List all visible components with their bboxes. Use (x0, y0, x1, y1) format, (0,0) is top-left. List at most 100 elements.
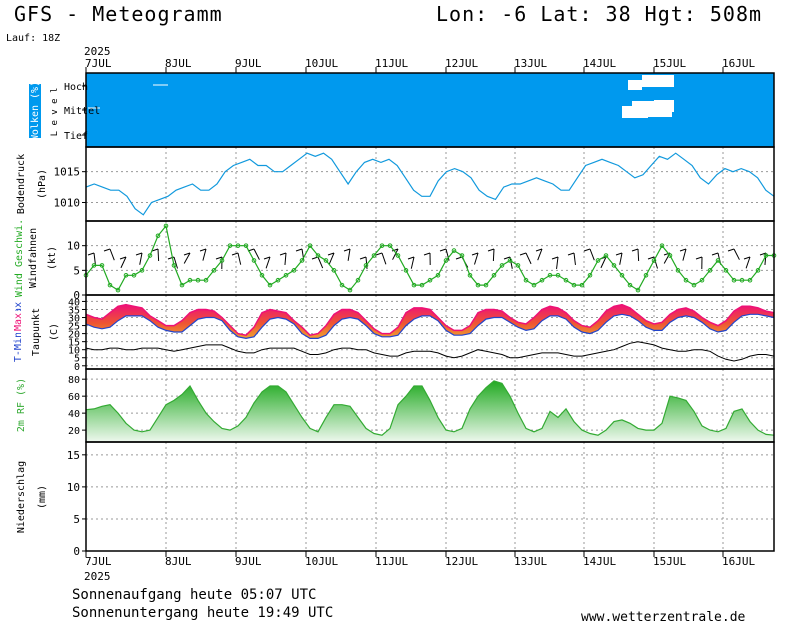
wind-speed-point (427, 277, 433, 283)
pressure-line (85, 152, 775, 216)
wind-barb-flag (103, 248, 111, 252)
wind-barb-flag (135, 252, 143, 256)
wind-speed-point (723, 268, 729, 273)
y-tick-label: 25 (68, 322, 80, 333)
wind-speed-point (563, 277, 569, 283)
day-label-bottom: 10JUL (305, 555, 338, 568)
wind-barb (474, 252, 479, 265)
day-label-top: 16JUL (722, 57, 755, 70)
day-label-bottom: 13JUL (514, 555, 547, 568)
wind-speed-point (179, 282, 185, 288)
wind-barb (265, 256, 271, 269)
wind-speed-point (523, 277, 529, 283)
wind-speed-point (379, 243, 385, 248)
wind-speed-point (219, 258, 225, 263)
wind-speed-point (395, 253, 401, 258)
day-label-top: 9JUL (235, 57, 262, 70)
wind-speed-point (147, 253, 153, 258)
wind-barb-flag (151, 248, 159, 252)
wind-speed-point (531, 282, 537, 288)
wind-speed-point (99, 263, 105, 268)
humidity-line (85, 380, 775, 436)
y-tick-label: 15 (68, 338, 80, 349)
wind-speed-point (635, 287, 641, 293)
y-tick-label: 10 (67, 240, 80, 253)
wind-barb (445, 248, 450, 261)
cloud-level-label: L e v e l (50, 88, 60, 137)
wind-barb (682, 248, 687, 261)
wind-barb (600, 256, 607, 269)
wind-speed-point (683, 277, 689, 283)
wind-speed-point (515, 263, 521, 268)
wind-barb (381, 252, 387, 265)
y-tick-label: 40 (68, 409, 80, 420)
wind-speed-point (539, 277, 545, 283)
day-label-top: 14JUL (583, 57, 616, 70)
y-tick-label: 0 (74, 362, 80, 373)
wind-barb (157, 248, 160, 262)
wind-speed-point (115, 287, 121, 293)
wind-barb-flag (439, 248, 447, 252)
day-label-bottom: 7JUL (85, 555, 112, 568)
y-tick-label: 20 (68, 330, 80, 341)
y-tick-label: 5 (73, 513, 80, 526)
y-tick-label: 5 (73, 264, 80, 277)
year-label-top: 2025 (84, 45, 111, 58)
day-label-top: 7JUL (85, 57, 112, 70)
wind-speed-point (387, 243, 393, 248)
y-tick-label: 20 (68, 426, 80, 437)
wind-barb (183, 252, 191, 264)
wind-speed-point (243, 243, 249, 248)
wind-speed-point (235, 243, 241, 248)
wind-barb-flag (407, 256, 415, 260)
wind-speed-point (411, 282, 417, 288)
wind-barb-flag (119, 256, 127, 260)
wind-barb-flag (423, 252, 431, 256)
wind-speed-point (619, 272, 625, 278)
wind-barb-flag (711, 252, 719, 256)
wind-speed-point (371, 253, 377, 258)
wind-speed-point (195, 277, 201, 283)
wind-speed-point (675, 268, 681, 273)
wind-barb (139, 252, 143, 265)
wind-speed-point (627, 282, 633, 288)
wind-barb-flag (615, 252, 623, 256)
y-tick-label: 60 (68, 392, 80, 403)
wind-barb (253, 248, 260, 260)
wind-speed-point (587, 272, 593, 278)
wind-speed-point (547, 272, 553, 278)
y-tick-label: 10 (68, 346, 80, 357)
wind-barb (109, 248, 115, 261)
wind-barb (284, 252, 287, 265)
wind-speed-point (707, 268, 713, 273)
wind-barb-flag (263, 256, 271, 260)
wind-speed-point (331, 268, 337, 273)
wind-speed-point (251, 258, 257, 263)
day-label-top: 11JUL (375, 57, 408, 70)
wind-speed-point (435, 272, 441, 278)
wind-barb-flag (503, 256, 511, 260)
day-label-bottom: 15JUL (653, 555, 686, 568)
wind-barb-flag (647, 256, 655, 260)
wind-barb-flag (471, 252, 479, 256)
wind-barb (328, 252, 335, 265)
wind-barb-flag (631, 248, 639, 252)
wind-speed-point (323, 258, 329, 263)
wind-speed-point (699, 277, 705, 283)
pressure-axis-label: Bodendruck (16, 154, 27, 214)
precip-axis-label: Niederschlag (16, 461, 27, 533)
cloud-level-tief: Tief (64, 131, 88, 142)
temperature-max-label: Max (13, 313, 24, 331)
day-label-top: 8JUL (165, 57, 192, 70)
wind-speed-point (659, 243, 665, 248)
wind-speed-point (187, 277, 193, 283)
humidity-area (86, 380, 774, 442)
wind-speed-point (763, 253, 769, 258)
wind-speed-point (363, 263, 369, 268)
wind-speed-point (691, 282, 697, 288)
wind-speed-point (667, 253, 673, 258)
wind-speed-point (171, 263, 177, 268)
wind-speed-point (299, 258, 305, 263)
wind-speed-point (91, 263, 97, 268)
